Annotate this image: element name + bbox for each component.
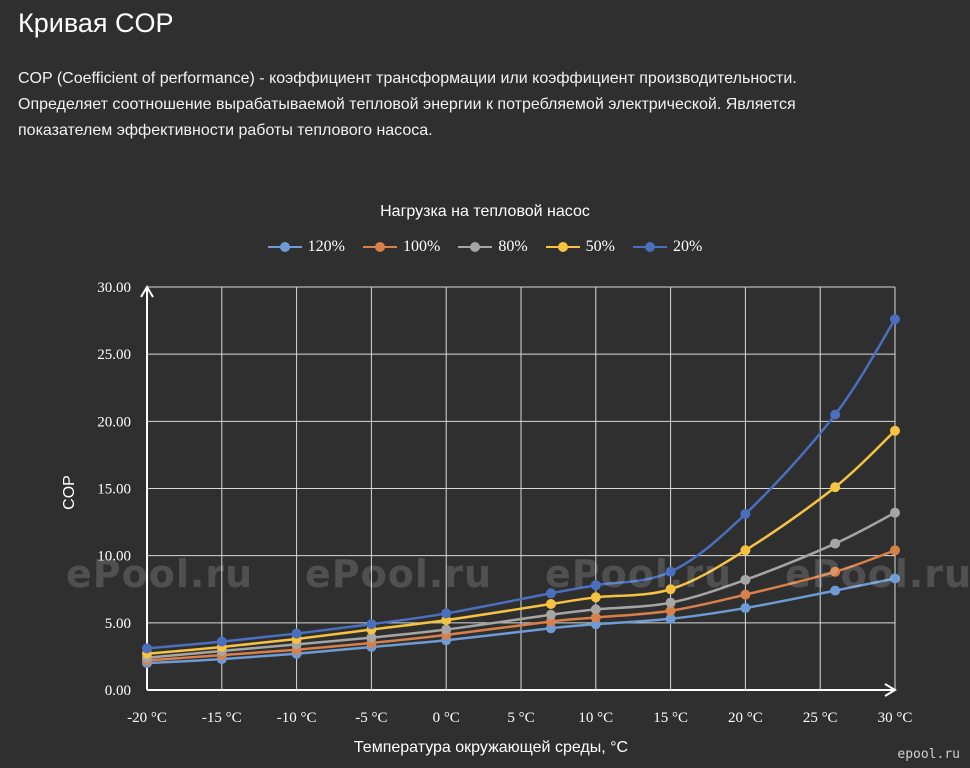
y-tick-label: 30.00 <box>97 280 131 296</box>
legend-swatch <box>267 241 302 253</box>
data-point <box>441 608 452 619</box>
legend-item: 120% <box>267 238 345 256</box>
data-point <box>590 580 601 591</box>
page-title: Кривая COP <box>18 8 174 38</box>
data-point <box>890 573 900 584</box>
data-point <box>545 599 556 610</box>
data-point <box>441 624 452 635</box>
data-point <box>890 314 900 325</box>
y-axis-arrow <box>140 285 154 298</box>
x-tick-label: 25 °C <box>803 710 838 726</box>
data-point <box>740 574 751 585</box>
data-point <box>890 507 900 518</box>
data-point <box>665 597 676 608</box>
legend-item: 100% <box>363 238 440 256</box>
y-tick-label: 0.00 <box>105 683 131 699</box>
legend-label: 120% <box>307 238 345 255</box>
legend-swatch <box>545 241 580 253</box>
legend-label: 20% <box>672 238 703 255</box>
data-point <box>830 538 841 549</box>
x-tick-label: 15 °C <box>653 710 688 726</box>
x-tick-label: 20 °C <box>728 710 763 726</box>
watermark: ePool.ru <box>66 552 254 596</box>
legend-swatch <box>632 241 667 253</box>
x-tick-label: -5 °C <box>355 710 387 726</box>
watermark: ePool.ru <box>545 552 733 596</box>
data-point <box>665 584 676 595</box>
legend-label: 50% <box>585 238 615 255</box>
x-tick-label: -10 °C <box>277 710 317 726</box>
data-point <box>366 619 377 630</box>
data-point <box>830 482 841 493</box>
data-point <box>545 588 556 599</box>
y-tick-label: 15.00 <box>97 482 131 498</box>
data-point <box>890 425 900 436</box>
data-point <box>665 566 676 577</box>
data-point <box>590 592 601 603</box>
legend-label: 100% <box>403 238 441 255</box>
data-point <box>590 604 601 615</box>
legend-label: 80% <box>498 238 528 255</box>
data-point <box>890 545 900 556</box>
y-tick-label: 5.00 <box>105 616 131 632</box>
legend-swatch <box>458 241 493 253</box>
data-point <box>830 409 841 420</box>
data-point <box>740 603 751 614</box>
y-axis-label: COP <box>61 475 78 510</box>
y-tick-label: 20.00 <box>97 414 131 430</box>
data-point <box>291 628 302 639</box>
description-line: показателем эффективности работы теплово… <box>18 122 433 139</box>
data-point <box>142 643 152 654</box>
x-axis-label: Температура окружающей среды, °C <box>354 739 628 756</box>
x-tick-label: 30 °C <box>878 710 913 726</box>
description: COP (Coefficient of performance) - коэфф… <box>18 66 918 144</box>
y-tick-label: 25.00 <box>97 347 131 363</box>
legend-item: 20% <box>632 238 703 256</box>
data-point <box>740 509 751 520</box>
data-point <box>366 632 377 643</box>
corner-watermark: epool.ru <box>897 747 960 762</box>
data-point <box>830 566 841 577</box>
legend-item: 50% <box>545 238 615 256</box>
x-tick-label: -20 °C <box>127 710 167 726</box>
data-point <box>740 589 751 600</box>
chart-legend: 120% 100% 80% 50% 20% <box>0 238 970 256</box>
data-point <box>590 612 601 623</box>
data-point <box>545 609 556 620</box>
data-point <box>830 585 841 596</box>
x-tick-label: -15 °C <box>202 710 242 726</box>
legend-item: 80% <box>458 238 528 256</box>
data-point <box>665 613 676 624</box>
watermark: ePool.ru <box>785 552 970 596</box>
x-tick-label: 10 °C <box>578 710 613 726</box>
description-line: Определяет соотношение вырабатываемой те… <box>18 96 796 113</box>
y-tick-label: 10.00 <box>97 549 131 565</box>
data-point <box>216 636 227 647</box>
chart-title: Нагрузка на тепловой насос <box>380 203 590 220</box>
x-axis-arrow <box>884 683 897 697</box>
data-point <box>740 545 751 556</box>
x-tick-label: 5 °C <box>507 710 534 726</box>
data-point <box>665 605 676 616</box>
legend-swatch <box>363 241 397 253</box>
x-tick-label: 0 °C <box>433 710 460 726</box>
watermark: ePool.ru <box>305 552 493 596</box>
description-line: COP (Coefficient of performance) - коэфф… <box>18 70 797 87</box>
